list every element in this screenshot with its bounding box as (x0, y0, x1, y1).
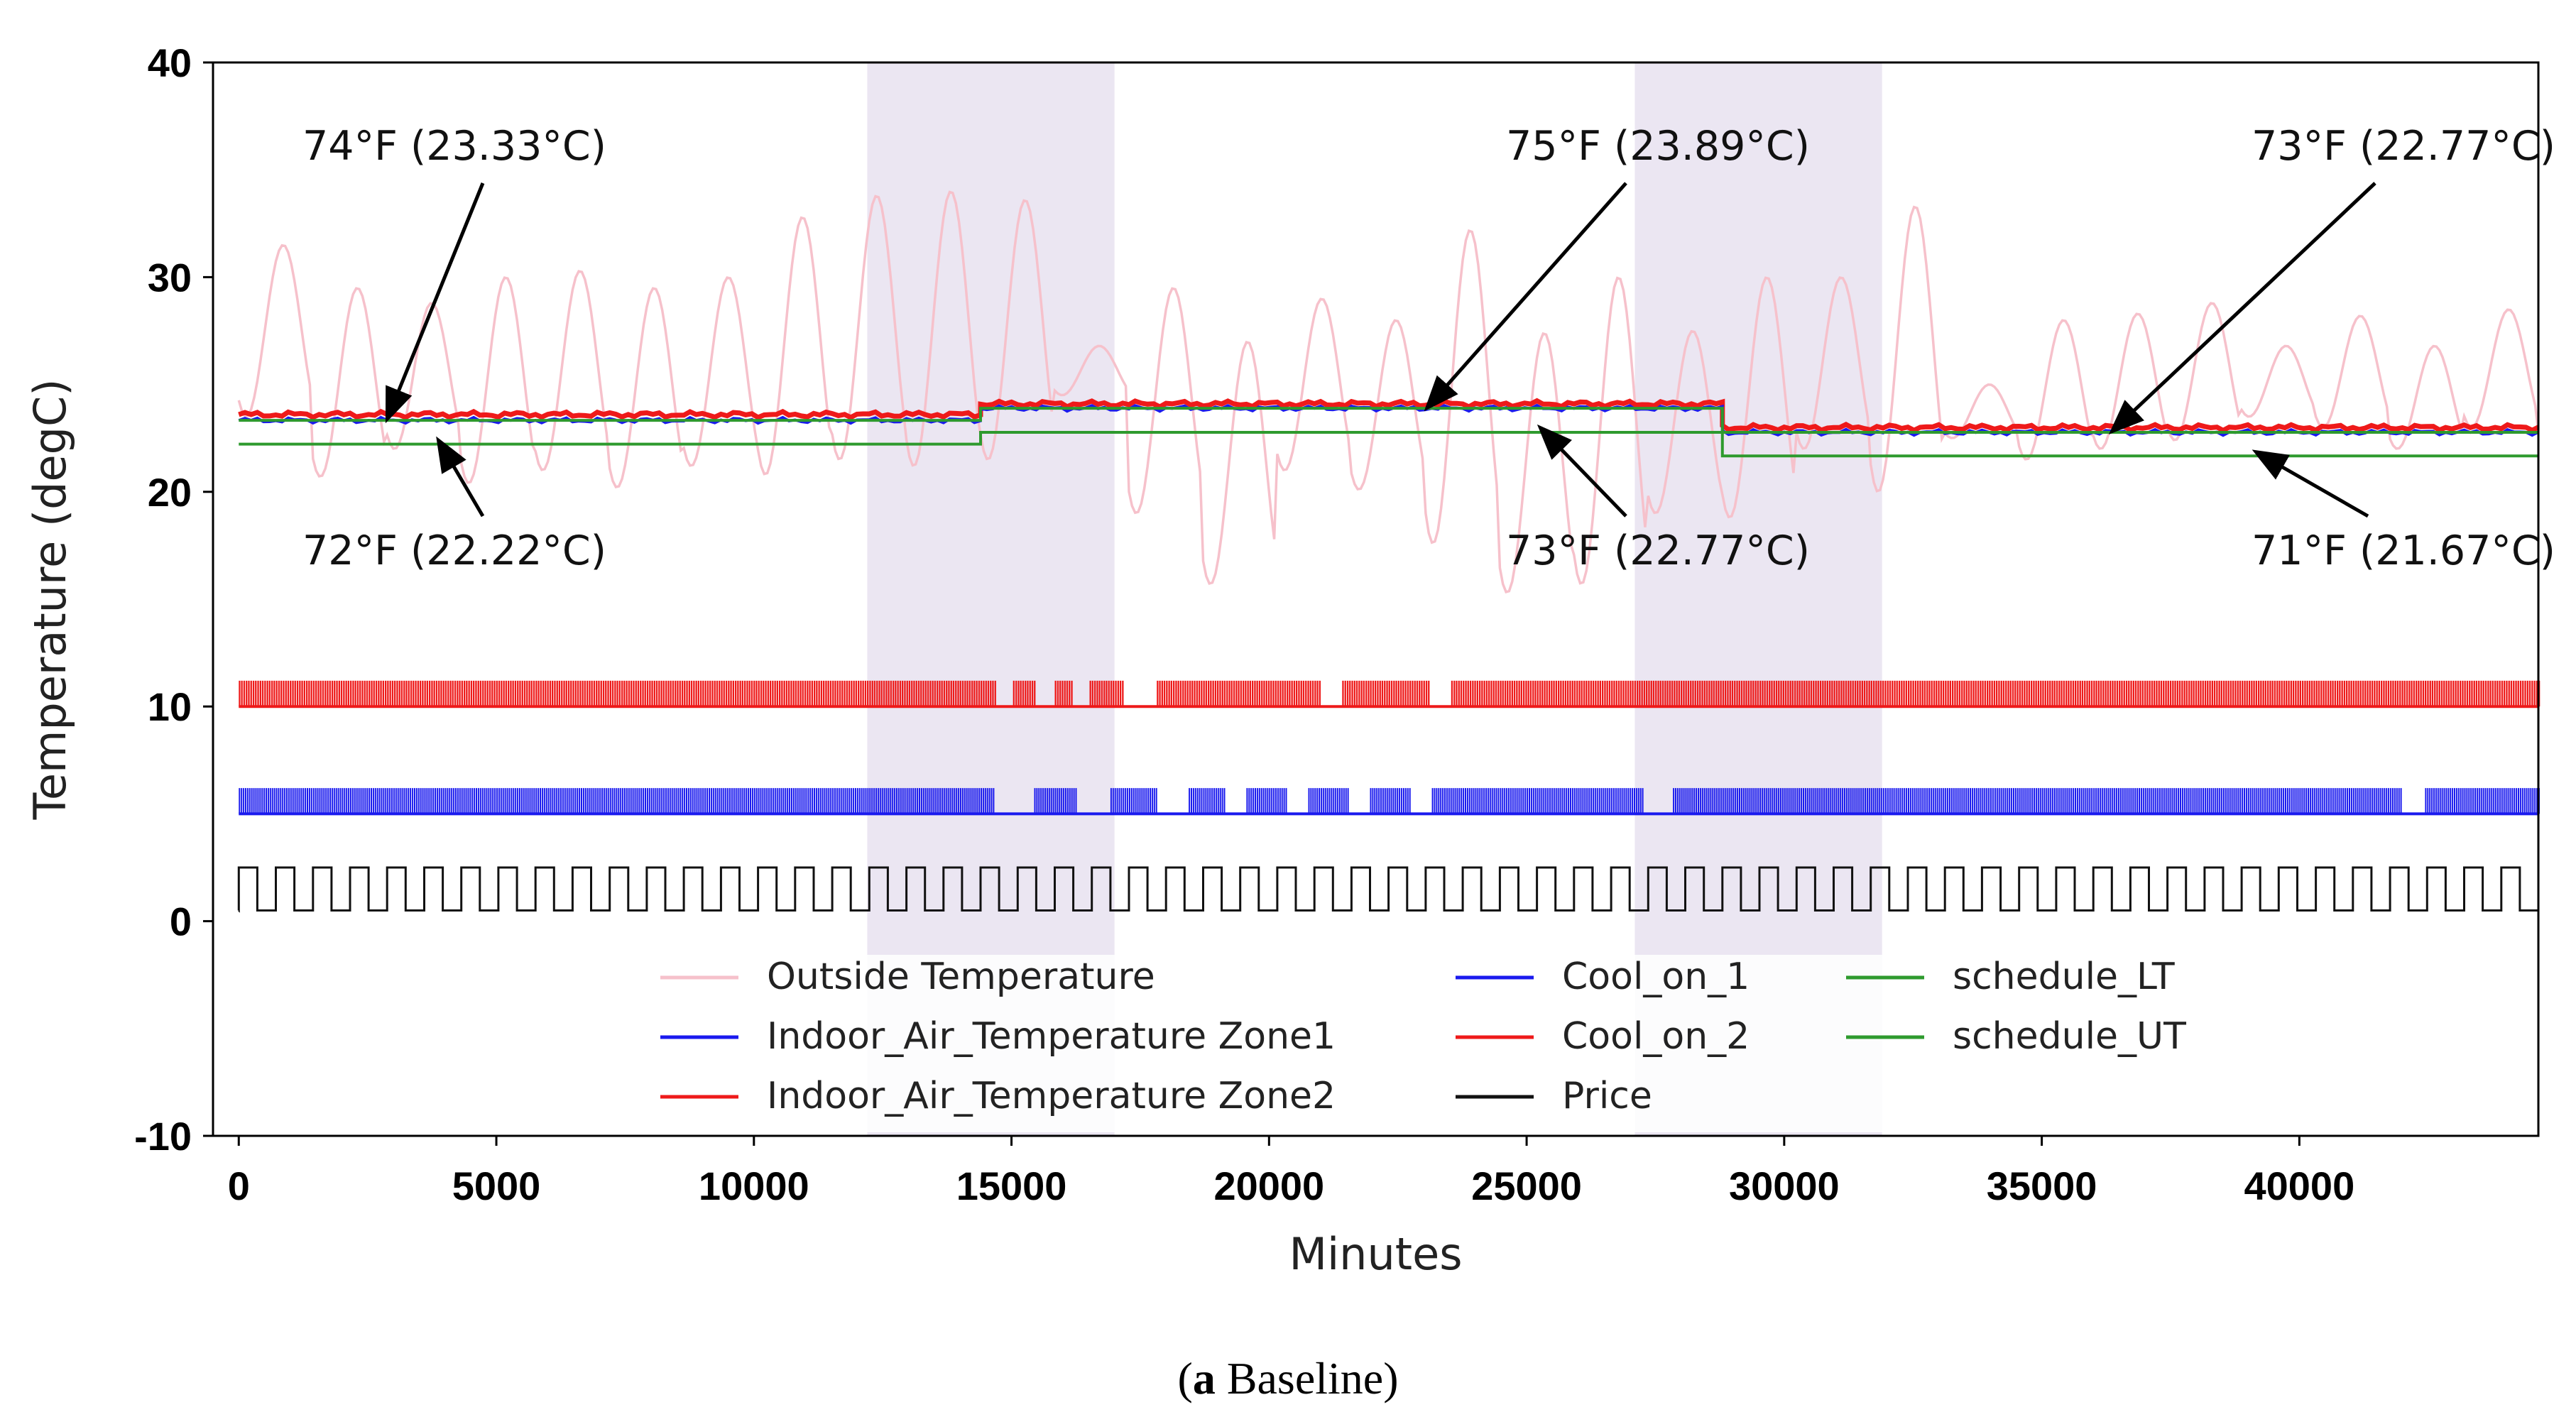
x-tick-label: 5000 (452, 1164, 541, 1208)
price-line (237, 866, 2540, 913)
legend-box (653, 955, 2187, 1132)
figure-caption: (a Baseline) (1177, 1353, 1399, 1403)
plot-frame (212, 61, 2540, 1137)
indoor-zone2-line (238, 398, 2540, 434)
x-tick-label: 10000 (699, 1164, 809, 1208)
caption-label: a (1192, 1353, 1216, 1403)
annotation-label: 71°F (21.67°C) (2252, 527, 2555, 574)
x-tick-label: 40000 (2244, 1164, 2354, 1208)
schedule-ut-line (239, 407, 2538, 434)
y-tick-label: 30 (148, 255, 192, 300)
cool-on-2-pulses (239, 680, 2540, 707)
annotation-arrow (1424, 182, 1627, 412)
series-layer (237, 190, 2540, 913)
legend-label: Indoor_Air_Temperature Zone1 (767, 1015, 1336, 1058)
annotation-arrow (2252, 449, 2369, 518)
legend-label: Cool_on_2 (1562, 1015, 1750, 1058)
y-tick-label: -10 (134, 1114, 192, 1159)
outside-temperature-line (237, 190, 2540, 594)
annotation-label: 74°F (23.33°C) (302, 123, 606, 170)
legend-label: Cool_on_1 (1562, 956, 1750, 998)
y-tick-label: 20 (148, 470, 192, 515)
annotation-arrow (436, 436, 485, 518)
annotation-label: 75°F (23.89°C) (1506, 123, 1810, 170)
x-tick-label: 25000 (1471, 1164, 1582, 1208)
y-tick-label: 0 (170, 899, 192, 944)
legend-label: schedule_UT (1953, 1015, 2186, 1058)
schedule-lt-line (239, 431, 2538, 458)
annotation-label: 73°F (22.77°C) (1506, 527, 1810, 574)
annotation-label: 72°F (22.22°C) (302, 527, 606, 574)
x-axis-label: Minutes (1289, 1228, 1462, 1280)
x-tick-label: 30000 (1729, 1164, 1840, 1208)
legend-label: Price (1562, 1075, 1652, 1117)
annotations: 74°F (23.33°C) 72°F (22.22°C) 75°F (23.89°… (302, 123, 2555, 574)
annotation-arrow (2108, 182, 2376, 434)
annotation-arrow (1537, 424, 1627, 518)
y-tick-label: 10 (148, 684, 192, 729)
x-tick-label: 35000 (1987, 1164, 2097, 1208)
cool-on-1-pulses (239, 788, 2540, 814)
legend-label: schedule_LT (1953, 956, 2175, 998)
x-tick-label: 15000 (956, 1164, 1067, 1208)
indoor-zone1-line (238, 403, 2539, 437)
legend-label: Outside Temperature (767, 956, 1155, 998)
annotation-arrow (385, 182, 485, 424)
caption-text: Baseline (1215, 1353, 1384, 1403)
y-axis-label: Temperature (degC) (24, 379, 76, 821)
x-tick-label: 20000 (1213, 1164, 1324, 1208)
axis-ticks: -10 0 10 20 30 40 0 5000 10000 15000 20000 25000 300… (134, 40, 2354, 1208)
legend: Outside Temperature Indoor_Air_Temperatur… (653, 955, 2187, 1132)
annotation-label: 73°F (22.77°C) (2252, 123, 2555, 170)
y-tick-label: 40 (148, 40, 192, 85)
x-tick-label: 0 (228, 1164, 250, 1208)
legend-label: Indoor_Air_Temperature Zone2 (767, 1075, 1336, 1117)
